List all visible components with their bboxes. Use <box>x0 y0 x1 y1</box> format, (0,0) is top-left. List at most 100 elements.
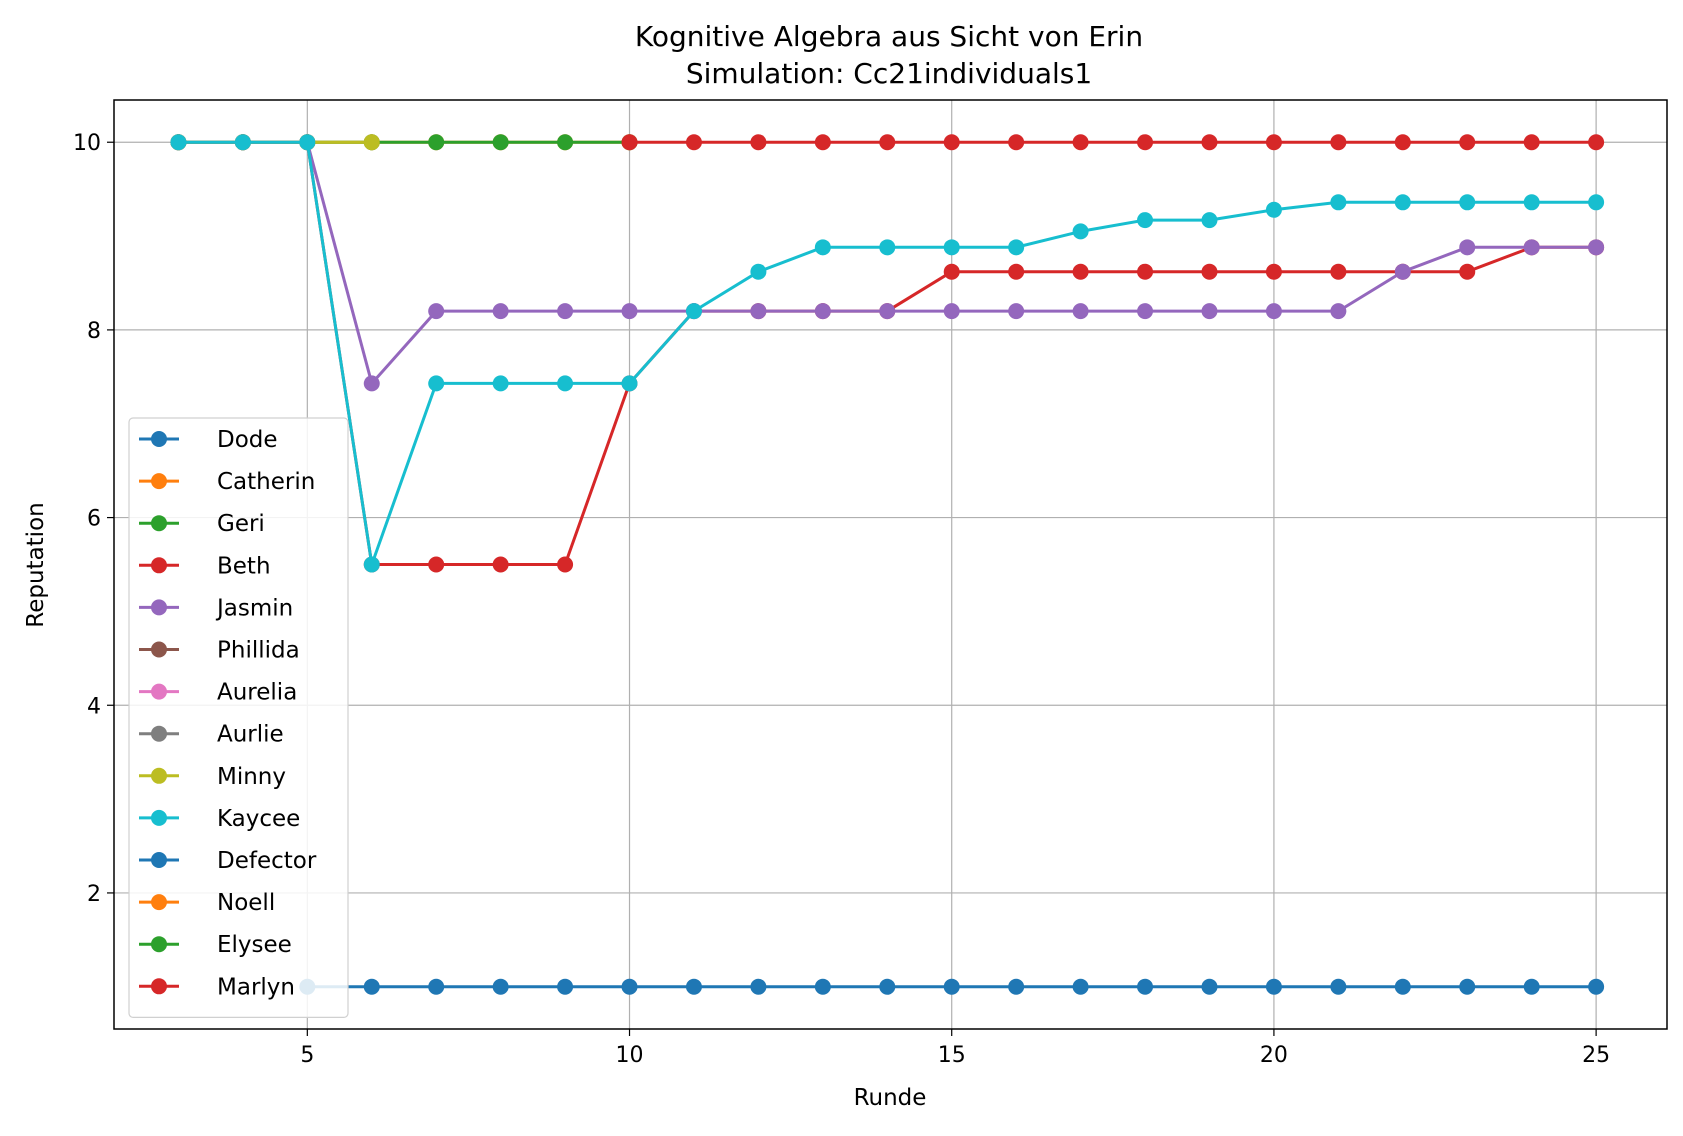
x-tick-label: 15 <box>938 1043 966 1068</box>
chart-subtitle: Simulation: Cc21individuals1 <box>686 57 1092 90</box>
x-tick-label: 20 <box>1260 1043 1288 1068</box>
legend-item: Defector <box>139 848 317 874</box>
legend-label: Beth <box>217 553 271 579</box>
legend-marker <box>151 725 167 742</box>
legend-item: Catherin <box>139 469 315 495</box>
legend-label: Jasmin <box>215 595 293 621</box>
data-point <box>879 239 896 256</box>
data-point <box>557 303 574 320</box>
data-point <box>685 303 702 320</box>
data-point <box>1523 978 1540 995</box>
data-point <box>1330 194 1347 211</box>
data-point <box>557 556 574 573</box>
data-point <box>1459 134 1476 151</box>
data-point <box>1394 134 1411 151</box>
data-point <box>1201 303 1218 320</box>
data-point <box>363 556 380 573</box>
y-tick-label: 4 <box>87 694 101 719</box>
data-point <box>685 134 702 151</box>
legend-item: Aurlie <box>139 722 284 748</box>
y-tick-label: 8 <box>87 319 101 344</box>
data-point <box>1459 194 1476 211</box>
data-point <box>1330 134 1347 151</box>
legend-label: Noell <box>217 890 275 916</box>
data-point <box>299 134 316 151</box>
data-point <box>750 303 767 320</box>
data-point <box>1523 194 1540 211</box>
data-point <box>621 303 638 320</box>
legend-label: Kaycee <box>217 806 300 832</box>
data-point <box>1265 978 1282 995</box>
legend-marker <box>151 557 167 574</box>
data-point <box>943 134 960 151</box>
data-point <box>1265 303 1282 320</box>
legend-item: Beth <box>139 553 271 579</box>
data-point <box>1008 978 1025 995</box>
data-point <box>1394 263 1411 280</box>
series-jasmin <box>170 134 1605 392</box>
data-point <box>1523 134 1540 151</box>
legend-item: Aurelia <box>139 680 297 706</box>
legend-marker <box>151 936 167 953</box>
data-point <box>1137 212 1154 229</box>
series-line <box>178 140 1597 566</box>
data-point <box>1072 134 1089 151</box>
data-point <box>557 375 574 392</box>
legend-label: Geri <box>217 511 265 537</box>
legend: Dode Catherin Geri Beth Jasmin Phillida Aureli… <box>128 417 349 1019</box>
data-point <box>1201 263 1218 280</box>
legend-label: Aurlie <box>217 722 284 748</box>
x-axis-label: Runde <box>854 1085 927 1111</box>
data-point <box>1201 212 1218 229</box>
data-point <box>1008 303 1025 320</box>
data-point <box>750 263 767 280</box>
data-point <box>943 239 960 256</box>
series-marlyn <box>621 134 1605 151</box>
legend-marker <box>151 767 167 784</box>
data-point <box>750 134 767 151</box>
legend-item: Jasmin <box>139 595 293 621</box>
y-tick-label: 2 <box>87 882 101 907</box>
legend-item: Marlyn <box>139 974 295 1000</box>
legend-item: Kaycee <box>139 806 300 832</box>
data-point <box>1588 978 1605 995</box>
y-tick-label: 6 <box>87 507 101 532</box>
data-point <box>1265 201 1282 218</box>
data-point <box>363 375 380 392</box>
data-point <box>1265 263 1282 280</box>
data-point <box>1072 978 1089 995</box>
data-point <box>492 303 509 320</box>
series-line <box>178 140 1597 566</box>
data-point <box>814 134 831 151</box>
series-line <box>178 140 1597 385</box>
data-point <box>492 978 509 995</box>
legend-item: Noell <box>139 890 275 916</box>
data-point <box>750 978 767 995</box>
data-point <box>1330 303 1347 320</box>
legend-label: Marlyn <box>217 974 295 1000</box>
y-tick-label: 10 <box>73 131 101 156</box>
data-point <box>1588 239 1605 256</box>
legend-marker <box>151 641 167 658</box>
data-point <box>428 556 445 573</box>
data-point <box>363 978 380 995</box>
legend-item: Dode <box>139 427 278 453</box>
data-point <box>492 375 509 392</box>
data-point <box>1008 239 1025 256</box>
data-point <box>1459 978 1476 995</box>
legend-label: Dode <box>217 427 278 453</box>
data-point <box>685 978 702 995</box>
data-point <box>363 134 380 151</box>
legend-marker <box>151 515 167 532</box>
data-point <box>943 978 960 995</box>
data-point <box>1588 194 1605 211</box>
legend-label: Minny <box>217 764 286 790</box>
data-point <box>1265 134 1282 151</box>
data-point <box>557 134 574 151</box>
legend-marker <box>151 978 167 995</box>
series-defector <box>299 978 1605 995</box>
data-point <box>557 978 574 995</box>
legend-marker <box>151 683 167 700</box>
legend-label: Aurelia <box>217 680 297 706</box>
